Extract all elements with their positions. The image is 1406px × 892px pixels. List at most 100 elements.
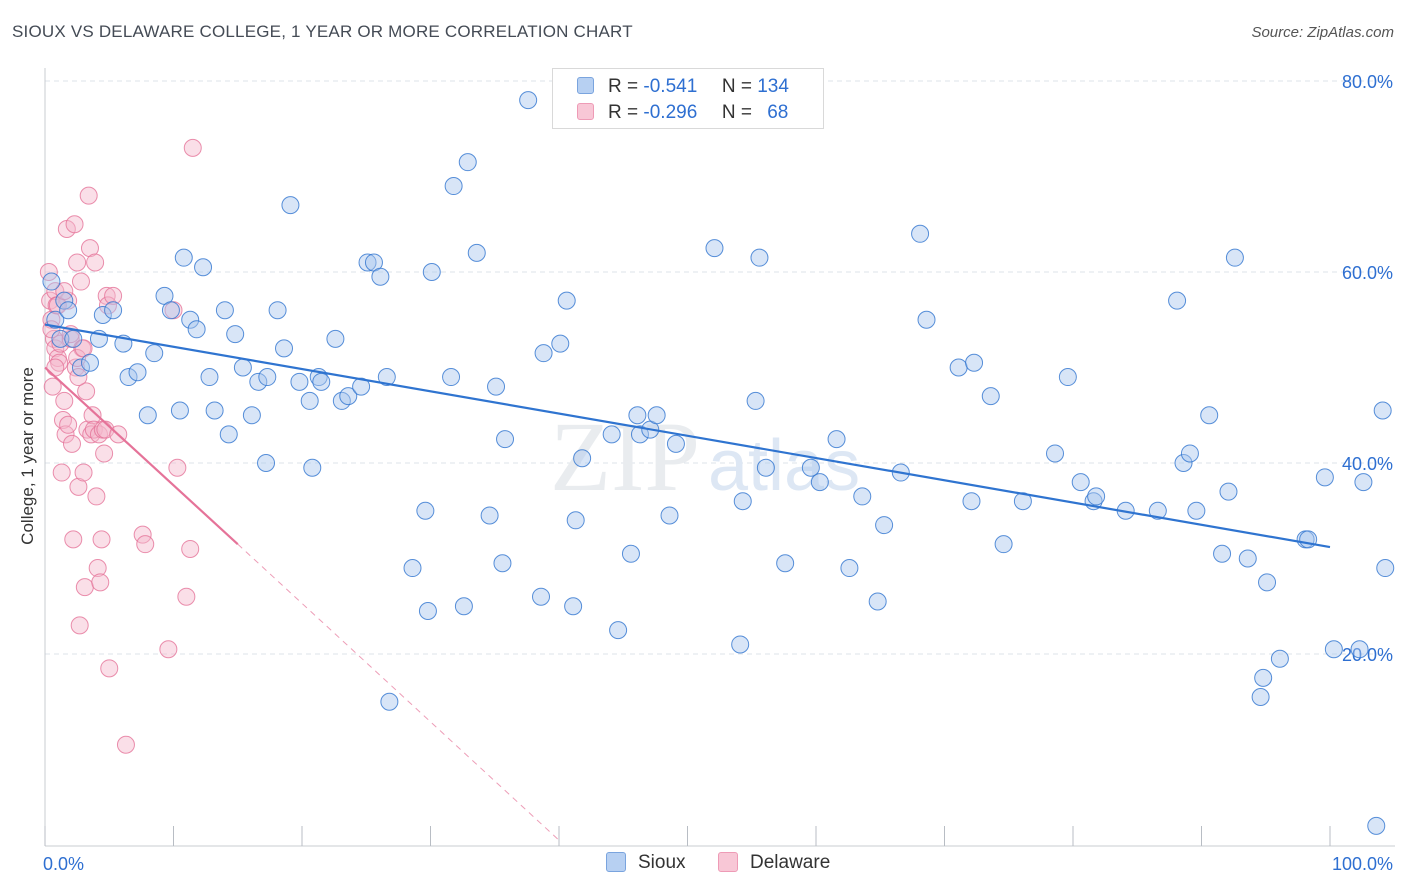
sioux-point: [810, 473, 829, 492]
sioux-point: [519, 91, 538, 110]
delaware-point: [77, 382, 96, 401]
delaware-point: [59, 415, 78, 434]
sioux-point: [187, 320, 206, 339]
sioux-trend-line: [44, 323, 1331, 549]
sioux-point: [875, 516, 894, 535]
sioux-point: [1180, 444, 1199, 463]
delaware-point: [159, 640, 178, 659]
sioux-point: [281, 196, 300, 215]
sioux-point: [949, 358, 968, 377]
sioux-point: [458, 153, 477, 172]
sioux-point: [80, 353, 99, 372]
delaware-point: [95, 444, 114, 463]
sioux-point: [119, 368, 138, 387]
sioux-point: [454, 597, 473, 616]
delaware-point: [100, 659, 119, 678]
sioux-point: [170, 401, 189, 420]
sioux-point: [64, 329, 83, 348]
sioux-point: [51, 329, 70, 348]
correlation-legend: R = -0.541 N = 134 R = -0.296 N = 68: [552, 68, 824, 129]
sioux-point: [467, 243, 486, 262]
x-tick-label-max: 100.0%: [1332, 854, 1393, 874]
sioux-point: [487, 377, 506, 396]
sioux-point: [300, 391, 319, 410]
delaware-point: [82, 425, 101, 444]
delaware-point: [71, 272, 90, 291]
sioux-point: [233, 358, 252, 377]
delaware-point: [91, 573, 110, 592]
sioux-point: [161, 301, 180, 320]
sioux-point: [1013, 492, 1032, 511]
delaware-point: [70, 616, 89, 635]
sioux-point: [181, 310, 200, 329]
sioux-point: [205, 401, 224, 420]
sioux-point: [275, 339, 294, 358]
sioux-point: [1376, 559, 1395, 578]
y-axis-label: College, 1 year or more: [18, 367, 37, 545]
sioux-point: [566, 511, 585, 530]
y-tick-label: 60.0%: [1342, 263, 1393, 283]
delaware-point: [46, 358, 65, 377]
sioux-point: [647, 406, 666, 425]
watermark-zip: ZIP: [550, 401, 700, 512]
legend-n-value: 134: [757, 76, 789, 97]
legend-r-label: R =: [608, 102, 639, 123]
sioux-point: [442, 368, 461, 387]
delaware-point: [52, 463, 71, 482]
delaware-point: [59, 291, 78, 310]
delaware-point: [74, 463, 93, 482]
sioux-point: [551, 334, 570, 353]
sioux-point: [731, 635, 750, 654]
delaware-point: [62, 434, 81, 453]
sioux-point: [1270, 649, 1289, 668]
y-tick-label: 40.0%: [1342, 454, 1393, 474]
sioux-point: [145, 344, 164, 363]
sioux-point: [1168, 291, 1187, 310]
sioux-point: [602, 425, 621, 444]
y-tick-label: 80.0%: [1342, 72, 1393, 92]
grid-lines: [45, 80, 1395, 655]
sioux-point: [416, 501, 435, 520]
sioux-point: [200, 368, 219, 387]
delaware-point: [88, 559, 107, 578]
legend-r-value: -0.541: [643, 76, 698, 97]
sioux-point: [377, 368, 396, 387]
sioux-point: [1238, 549, 1257, 568]
bottom-legend-sioux: Sioux: [606, 852, 686, 874]
sioux-point: [1324, 640, 1343, 659]
sioux-point: [93, 305, 112, 324]
source-label: Source: ZipAtlas.com: [1251, 24, 1394, 41]
legend-row-sioux: R = -0.541 N = 134: [577, 75, 789, 99]
delaware-point: [79, 186, 98, 205]
legend-n-value: 68: [767, 102, 789, 123]
sioux-point: [174, 248, 193, 267]
sioux-point: [55, 291, 74, 310]
delaware-point: [69, 477, 88, 496]
watermark-atlas: atlas: [708, 426, 860, 506]
sioux-point: [1254, 668, 1273, 687]
delaware-trend-extension: [237, 543, 560, 841]
sioux-point: [981, 387, 1000, 406]
sioux-point: [840, 559, 859, 578]
sioux-point: [1046, 444, 1065, 463]
sioux-point: [868, 592, 887, 611]
sioux-point: [564, 597, 583, 616]
delaware-point: [181, 539, 200, 558]
delaware-point: [55, 391, 74, 410]
sioux-point: [1071, 473, 1090, 492]
sioux-point: [1354, 473, 1373, 492]
delaware-point: [55, 282, 74, 301]
sioux-point: [268, 301, 287, 320]
x-tick-label-min: 0.0%: [43, 854, 84, 874]
delaware-legend-swatch: [718, 852, 738, 872]
sioux-point: [352, 377, 371, 396]
sioux-point: [371, 267, 390, 286]
sioux-point: [666, 434, 685, 453]
sioux-point: [312, 372, 331, 391]
sioux-point: [71, 358, 90, 377]
sioux-point: [496, 430, 515, 449]
sioux-point: [1174, 454, 1193, 472]
sioux-point: [994, 535, 1013, 554]
sioux-point: [104, 301, 123, 320]
